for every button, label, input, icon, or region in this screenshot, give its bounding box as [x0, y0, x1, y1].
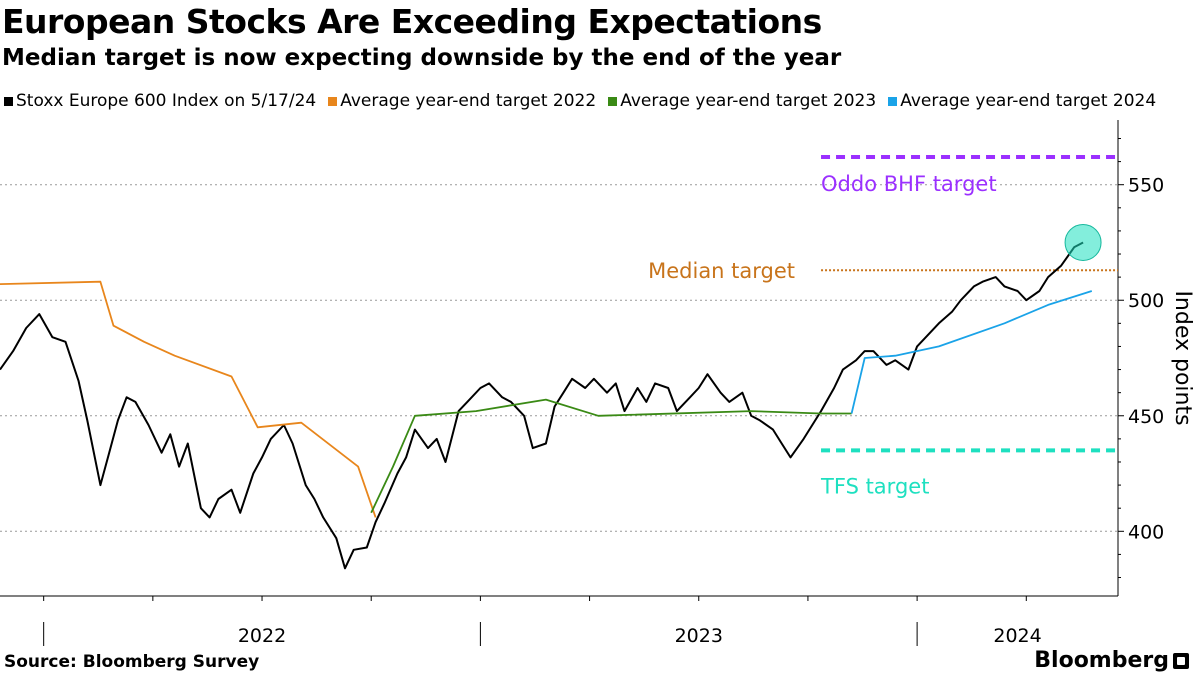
- legend-swatch-target-2022: [328, 96, 338, 106]
- brand-text: Bloomberg: [1034, 648, 1169, 673]
- chart-title: European Stocks Are Exceeding Expectatio…: [2, 2, 822, 41]
- legend-label-target-2023: Average year-end target 2023: [620, 91, 877, 111]
- legend-item-target-2022: Average year-end target 2022: [328, 91, 596, 111]
- y-tick-label-450: 450: [1128, 406, 1164, 428]
- y-axis-title: Index points: [1170, 290, 1195, 425]
- legend-label-target-2022: Average year-end target 2022: [340, 91, 597, 111]
- series-line-0: [0, 241, 1084, 570]
- legend-item-target-2023: Average year-end target 2023: [608, 91, 876, 111]
- legend-swatch-index: [4, 96, 13, 106]
- x-tick-label-2023: 2023: [675, 625, 723, 647]
- legend-swatch-target-2023: [608, 96, 618, 106]
- legend-swatch-target-2024: [888, 96, 898, 106]
- reference-label-0: Oddo BHF target: [821, 172, 997, 196]
- highlight-circle: [1064, 223, 1102, 261]
- chart-legend: Stoxx Europe 600 Index on 5/17/24 Averag…: [4, 91, 1168, 111]
- reference-label-2: TFS target: [820, 474, 929, 498]
- series-line-3: [850, 290, 1093, 414]
- series-line-2: [370, 398, 852, 514]
- y-tick-label-400: 400: [1128, 521, 1164, 543]
- reference-label-1: Median target: [648, 259, 795, 283]
- y-tick-label-550: 550: [1128, 175, 1164, 197]
- x-tick-label-2022: 2022: [238, 625, 286, 647]
- bloomberg-logo: Bloomberg: [1034, 648, 1189, 673]
- legend-item-index: Stoxx Europe 600 Index on 5/17/24: [4, 91, 316, 111]
- x-tick-label-2024: 2024: [993, 625, 1041, 647]
- bloomberg-mark-icon: [1173, 652, 1189, 669]
- y-tick-label-500: 500: [1128, 290, 1164, 312]
- chart-subtitle: Median target is now expecting downside …: [2, 45, 842, 71]
- legend-label-index: Stoxx Europe 600 Index on 5/17/24: [16, 91, 317, 111]
- legend-label-target-2024: Average year-end target 2024: [900, 91, 1157, 111]
- series-line-1: [0, 280, 377, 518]
- source-note: Source: Bloomberg Survey: [4, 652, 260, 672]
- legend-item-target-2024: Average year-end target 2024: [888, 91, 1156, 111]
